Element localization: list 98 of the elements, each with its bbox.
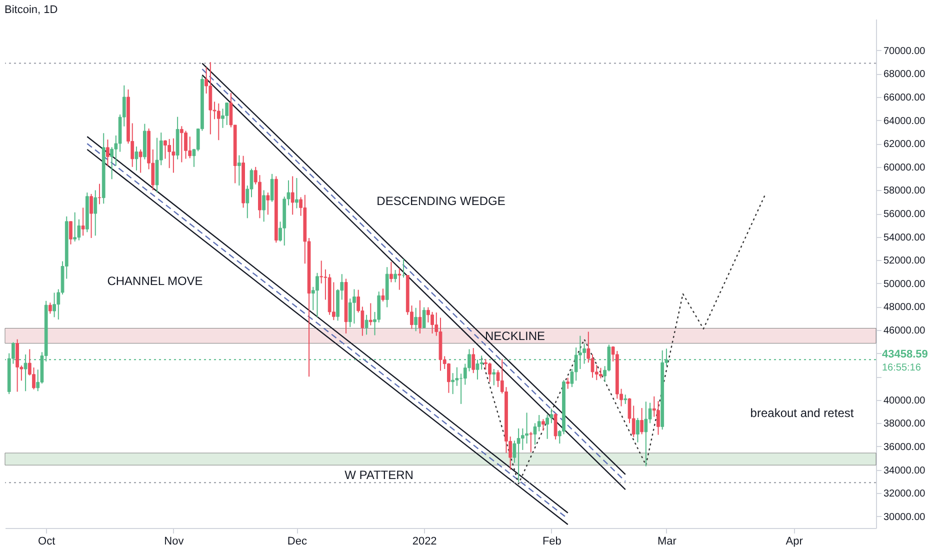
candlestick xyxy=(422,306,426,328)
candlestick xyxy=(636,417,640,443)
candlestick xyxy=(430,311,434,334)
candlestick xyxy=(164,140,167,160)
candlestick xyxy=(394,270,397,283)
ref-line-label: 43458.59 xyxy=(882,348,928,361)
y-tick-label: 32000.00 xyxy=(884,488,926,500)
candlestick xyxy=(624,394,628,404)
x-tick-label: 2022 xyxy=(412,536,437,548)
candlestick xyxy=(364,314,368,336)
candlestick xyxy=(237,154,241,186)
candlestick xyxy=(529,431,533,453)
candlestick xyxy=(554,412,558,440)
text: 16:55:16 xyxy=(882,362,922,374)
candlestick xyxy=(138,148,142,174)
x-tick-label: Nov xyxy=(164,536,184,548)
candlestick xyxy=(426,306,430,323)
y-tick-label: 52000.00 xyxy=(884,256,926,267)
candlestick xyxy=(537,414,541,432)
y-tick-label: 46000.00 xyxy=(884,325,926,336)
candlestick xyxy=(546,414,550,440)
candlestick xyxy=(110,146,114,180)
y-tick-label: 48000.00 xyxy=(884,302,926,314)
candlestick xyxy=(640,408,644,435)
candlestick xyxy=(525,412,528,444)
y-tick-label: 66000.00 xyxy=(884,92,926,104)
candlestick xyxy=(418,300,422,334)
band-label: NECKLINE xyxy=(484,328,546,343)
candlestick xyxy=(290,176,294,216)
x-tick-label: Dec xyxy=(287,536,308,548)
candlestick xyxy=(172,138,176,174)
candlestick xyxy=(516,428,520,482)
candlestick xyxy=(73,212,77,242)
candlestick xyxy=(488,362,492,382)
y-tick-label: 30000.00 xyxy=(884,512,926,523)
candlestick xyxy=(447,362,450,394)
candlestick xyxy=(90,193,93,238)
candlestick xyxy=(451,372,455,395)
y-tick-label: 58000.00 xyxy=(884,186,926,197)
y-tick-label: 36000.00 xyxy=(884,442,926,453)
y-tick-label: 38000.00 xyxy=(884,418,926,430)
y-tick-label: 56000.00 xyxy=(884,209,926,220)
candlestick xyxy=(98,183,102,205)
candlestick xyxy=(16,338,20,392)
candlestick xyxy=(106,139,110,166)
candlestick xyxy=(320,260,324,284)
x-tick-label: Oct xyxy=(38,536,56,548)
candlestick xyxy=(94,190,98,236)
y-tick-label: 68000.00 xyxy=(884,69,926,80)
candlestick xyxy=(225,102,229,126)
candlestick xyxy=(180,126,184,163)
candlestick xyxy=(134,146,138,171)
candlestick xyxy=(52,292,56,318)
candlestick xyxy=(644,401,648,467)
candlestick xyxy=(48,302,52,314)
y-tick-label: 62000.00 xyxy=(884,139,926,150)
y-tick-label: 34000.00 xyxy=(884,465,926,476)
candlestick xyxy=(168,138,172,169)
candlestick xyxy=(295,177,298,209)
chart-title: Bitcoin, 1D xyxy=(4,4,58,16)
y-tick-label: 70000.00 xyxy=(884,46,926,57)
x-tick-label: Apr xyxy=(786,536,804,548)
annotation: DESCENDING WEDGE xyxy=(376,194,506,208)
annotation: CHANNEL MOVE xyxy=(107,274,203,288)
candlestick xyxy=(262,190,266,222)
candlestick xyxy=(216,102,220,141)
x-tick-label: Mar xyxy=(657,536,677,548)
candlestick xyxy=(390,261,393,283)
candlestick xyxy=(266,192,270,216)
annotation: breakout and retest xyxy=(750,406,854,420)
candlestick xyxy=(492,368,496,386)
candlestick xyxy=(656,400,660,436)
candlestick xyxy=(599,367,602,379)
candlestick xyxy=(542,418,545,432)
candlestick xyxy=(81,207,85,236)
candlestick xyxy=(368,302,372,326)
y-tick-label: 50000.00 xyxy=(884,278,926,290)
candlestick xyxy=(69,220,72,245)
annotation: W PATTERN xyxy=(344,468,414,482)
y-tick-label: 54000.00 xyxy=(884,232,926,244)
candlestick xyxy=(512,440,516,464)
candlestick xyxy=(316,272,319,318)
y-tick-label: 60000.00 xyxy=(884,162,926,174)
candlestick xyxy=(352,288,356,324)
candlestick xyxy=(270,173,274,202)
y-tick-label: 64000.00 xyxy=(884,116,926,127)
candlestick xyxy=(381,288,385,302)
y-tick-label: 40000.00 xyxy=(884,395,926,406)
candlestick xyxy=(398,268,402,290)
candlestick xyxy=(566,377,570,390)
candlestick xyxy=(332,282,336,321)
candlestick xyxy=(184,130,188,160)
candlestick xyxy=(414,307,418,332)
x-tick-label: Feb xyxy=(542,536,562,548)
candlestick xyxy=(472,348,476,374)
candlestick xyxy=(484,358,488,370)
candlestick xyxy=(520,428,524,450)
candlestick xyxy=(32,366,36,390)
